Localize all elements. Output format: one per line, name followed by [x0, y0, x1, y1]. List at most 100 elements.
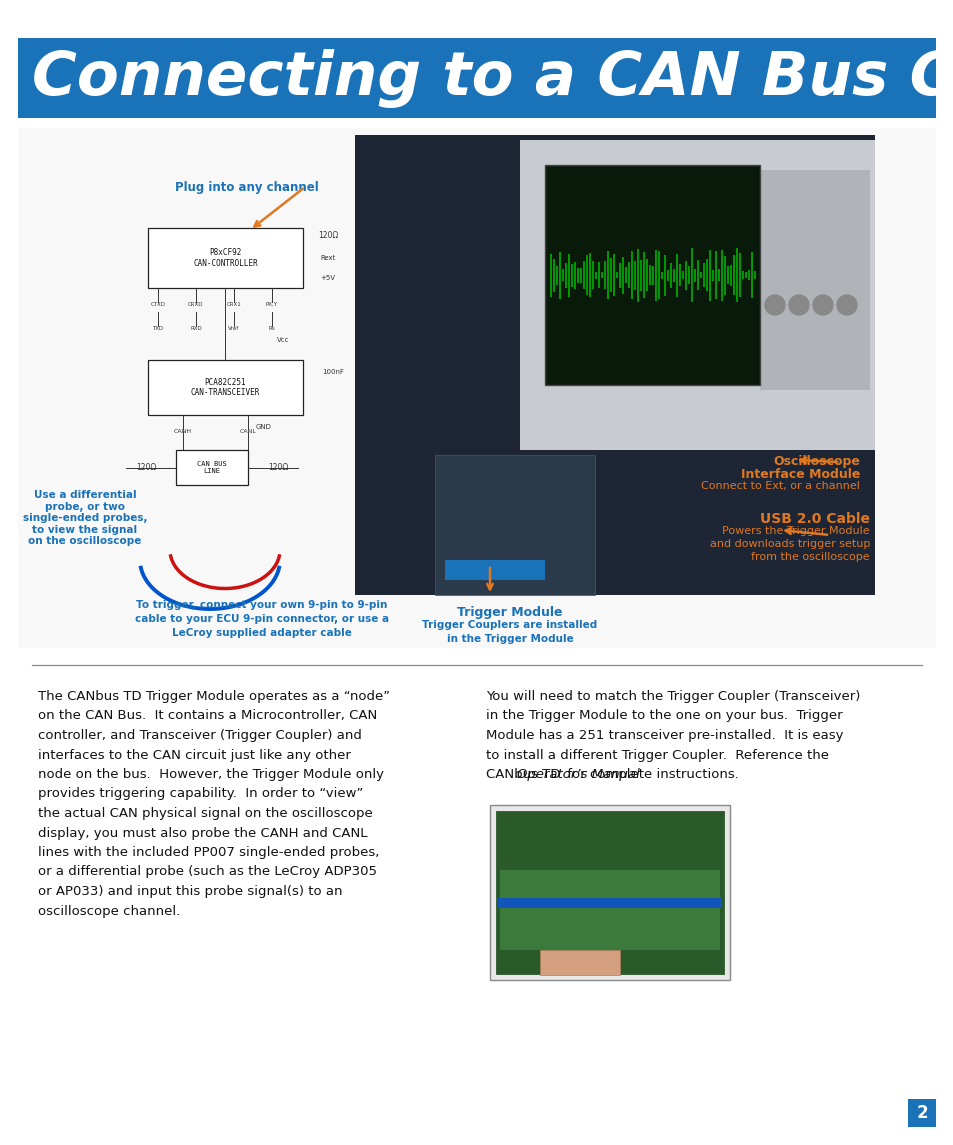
- Text: 120Ω: 120Ω: [268, 463, 288, 472]
- Text: Connecting to a CAN Bus Circuit: Connecting to a CAN Bus Circuit: [32, 48, 953, 108]
- Bar: [669, 263, 671, 289]
- Bar: [499, 870, 720, 950]
- Bar: [651, 266, 654, 285]
- Text: CAN BUS
LINE: CAN BUS LINE: [197, 461, 227, 474]
- Bar: [621, 256, 623, 294]
- Text: the actual CAN physical signal on the oscilloscope: the actual CAN physical signal on the os…: [38, 807, 373, 820]
- Bar: [700, 273, 701, 278]
- Bar: [660, 273, 662, 279]
- Bar: [714, 251, 717, 299]
- Bar: [613, 254, 615, 297]
- Circle shape: [812, 295, 832, 315]
- Text: oscilloscope channel.: oscilloscope channel.: [38, 905, 180, 917]
- Bar: [618, 263, 620, 289]
- Bar: [708, 250, 710, 301]
- Bar: [645, 259, 647, 291]
- Text: Powers the Trigger Module: Powers the Trigger Module: [721, 526, 869, 536]
- Text: Rext: Rext: [320, 255, 335, 261]
- Bar: [585, 255, 587, 295]
- Text: You will need to match the Trigger Coupler (Transceiver): You will need to match the Trigger Coupl…: [485, 690, 860, 703]
- Text: The CANbus TD Trigger Module operates as a “node”: The CANbus TD Trigger Module operates as…: [38, 690, 390, 703]
- Bar: [519, 140, 874, 450]
- Text: CANL: CANL: [239, 429, 256, 434]
- Bar: [582, 261, 584, 289]
- Text: Rs: Rs: [269, 326, 275, 331]
- Bar: [497, 898, 721, 908]
- Text: PCA82C251
CAN-TRANSCEIVER: PCA82C251 CAN-TRANSCEIVER: [191, 378, 260, 397]
- Bar: [561, 269, 563, 281]
- Text: node on the bus.  However, the Trigger Module only: node on the bus. However, the Trigger Mo…: [38, 768, 384, 781]
- Bar: [747, 270, 749, 281]
- Bar: [907, 1099, 935, 1127]
- Bar: [624, 267, 626, 283]
- Bar: [681, 271, 683, 279]
- Bar: [355, 135, 874, 595]
- Bar: [18, 38, 935, 118]
- Bar: [490, 805, 729, 980]
- Bar: [577, 268, 578, 283]
- Text: cable to your ECU 9-pin connector, or use a: cable to your ECU 9-pin connector, or us…: [134, 614, 389, 624]
- Text: 2: 2: [915, 1104, 927, 1122]
- Bar: [637, 248, 639, 302]
- Circle shape: [836, 295, 856, 315]
- Text: Vcc: Vcc: [276, 337, 289, 344]
- Bar: [627, 262, 629, 289]
- Bar: [726, 266, 728, 284]
- Bar: [567, 254, 569, 297]
- Text: Vref: Vref: [228, 326, 239, 331]
- Bar: [609, 258, 612, 292]
- Circle shape: [788, 295, 808, 315]
- Bar: [718, 269, 720, 281]
- Bar: [735, 248, 738, 302]
- Text: 120Ω: 120Ω: [317, 231, 337, 240]
- Bar: [539, 950, 619, 976]
- Bar: [750, 252, 752, 298]
- Bar: [642, 252, 644, 298]
- Text: in the Trigger Module: in the Trigger Module: [446, 634, 573, 643]
- Bar: [553, 259, 555, 292]
- Text: lines with the included PP007 single-ended probes,: lines with the included PP007 single-end…: [38, 846, 379, 859]
- Bar: [739, 253, 740, 297]
- Text: Oscilloscope: Oscilloscope: [772, 455, 859, 468]
- Bar: [666, 270, 668, 281]
- Text: P8xCF92
CAN-CONTROLLER: P8xCF92 CAN-CONTROLLER: [193, 248, 257, 268]
- Bar: [435, 455, 595, 595]
- Text: CTXD: CTXD: [151, 302, 165, 307]
- Text: in the Trigger Module to the one on your bus.  Trigger: in the Trigger Module to the one on your…: [485, 710, 841, 722]
- Bar: [556, 266, 558, 285]
- Text: provides triggering capability.  In order to “view”: provides triggering capability. In order…: [38, 788, 363, 800]
- Text: CRX1: CRX1: [227, 302, 241, 307]
- Text: Interface Module: Interface Module: [740, 468, 859, 481]
- Bar: [679, 264, 680, 286]
- Bar: [723, 256, 725, 295]
- Bar: [684, 261, 686, 290]
- Text: Use a differential
probe, or two
single-ended probes,
to view the signal
on the : Use a differential probe, or two single-…: [23, 490, 147, 546]
- Bar: [729, 264, 731, 286]
- Bar: [496, 811, 723, 974]
- Bar: [606, 251, 608, 299]
- Text: Operator’s Manual: Operator’s Manual: [517, 768, 639, 781]
- Text: LeCroy supplied adapter cable: LeCroy supplied adapter cable: [172, 627, 352, 638]
- Text: +5V: +5V: [320, 275, 335, 281]
- Bar: [658, 251, 659, 299]
- Bar: [564, 263, 566, 289]
- Bar: [579, 268, 581, 283]
- Bar: [558, 252, 560, 299]
- Bar: [697, 260, 699, 290]
- Bar: [175, 450, 248, 485]
- Text: Module has a 251 transceiver pre-installed.  It is easy: Module has a 251 transceiver pre-install…: [485, 729, 842, 742]
- Bar: [676, 254, 678, 297]
- Bar: [760, 169, 869, 390]
- Bar: [639, 260, 641, 291]
- Text: Trigger Module: Trigger Module: [456, 606, 562, 619]
- Bar: [598, 262, 599, 289]
- Bar: [648, 264, 650, 285]
- Text: on the CAN Bus.  It contains a Microcontroller, CAN: on the CAN Bus. It contains a Microcontr…: [38, 710, 376, 722]
- Bar: [571, 264, 573, 287]
- Bar: [148, 228, 303, 289]
- Bar: [603, 261, 605, 289]
- Text: to install a different Trigger Coupler.  Reference the: to install a different Trigger Coupler. …: [485, 749, 828, 761]
- Text: Plug into any channel: Plug into any channel: [174, 181, 318, 194]
- Text: PX,Y: PX,Y: [266, 302, 277, 307]
- Bar: [574, 262, 576, 289]
